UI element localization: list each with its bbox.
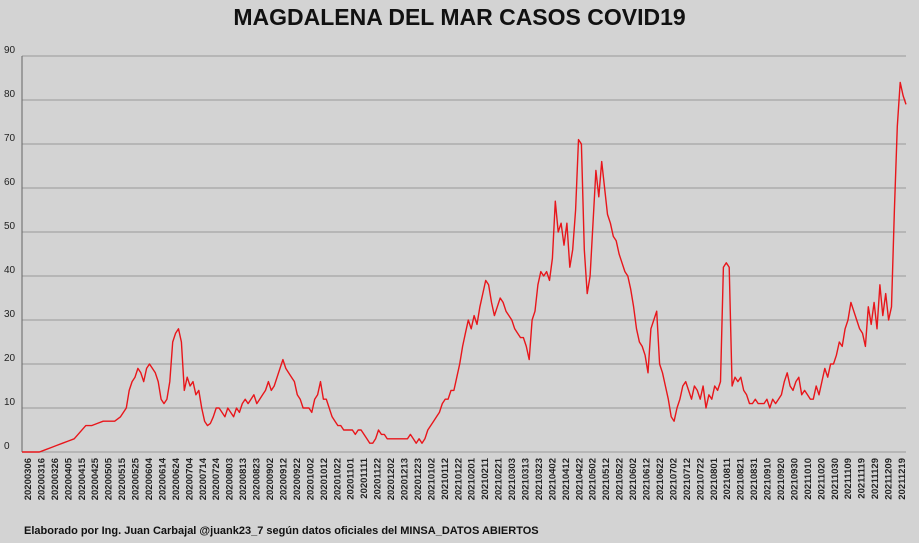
x-tick-label: 20200813 [238, 458, 249, 500]
x-tick-label: 20200425 [90, 457, 101, 500]
y-tick-label: 40 [4, 265, 16, 276]
x-tick-label: 20200902 [265, 458, 276, 500]
x-tick-label: 20200326 [50, 458, 61, 500]
x-tick-label: 20210831 [749, 457, 760, 500]
x-tick-label: 20200306 [23, 458, 34, 500]
y-tick-label: 0 [4, 441, 10, 452]
x-tick-label: 20200624 [171, 457, 182, 500]
x-tick-label: 20210221 [494, 457, 505, 500]
x-tick-label: 20200614 [157, 457, 168, 500]
chart-title: MAGDALENA DEL MAR CASOS COVID19 [233, 4, 686, 30]
x-tick-label: 20200912 [278, 458, 289, 500]
x-tick-label: 20201022 [332, 458, 343, 500]
x-tick-label: 20201202 [386, 458, 397, 500]
x-tick-label: 20200415 [77, 457, 88, 500]
x-tick-label: 20200714 [198, 457, 209, 500]
x-tick-label: 20210422 [574, 458, 585, 500]
grid-lines [22, 55, 906, 453]
x-tick-label: 20201122 [373, 458, 384, 500]
x-tick-label: 20210313 [521, 458, 532, 500]
x-tick-label: 20200316 [36, 458, 47, 500]
x-tick-label: 20200505 [104, 457, 115, 500]
x-tick-label: 20200525 [131, 457, 142, 500]
x-tick-label: 20211020 [816, 458, 827, 500]
x-tick-label: 20211119 [857, 458, 868, 499]
x-tick-label: 20200724 [211, 457, 222, 500]
x-tick-label: 20210102 [426, 458, 437, 500]
x-tick-label: 20200604 [144, 457, 155, 500]
x-tick-label: 20210920 [776, 458, 787, 500]
x-tick-label: 20200515 [117, 457, 128, 500]
x-tick-label: 20211109 [843, 458, 854, 499]
x-tick-label: 20201002 [305, 458, 316, 500]
x-tick-label: 20210821 [736, 457, 747, 500]
x-tick-label: 20200704 [184, 457, 195, 500]
x-tick-label: 20210122 [453, 458, 464, 500]
x-tick-label: 20201111 [359, 457, 370, 498]
y-tick-label: 10 [4, 397, 16, 408]
y-tick-label: 60 [4, 177, 16, 188]
x-tick-label: 20200823 [252, 458, 263, 500]
x-tick-label: 20210811 [722, 457, 733, 499]
x-axis: 20200306 20200316 20200326 20200405 20200415… [23, 457, 908, 500]
x-tick-label: 20210622 [655, 458, 666, 500]
x-tick-label: 20200803 [225, 458, 236, 500]
footer-credit: Elaborado por Ing. Juan Carbajal @juank2… [24, 525, 539, 537]
x-tick-label: 20201012 [319, 458, 330, 500]
y-tick-label: 50 [4, 221, 16, 232]
x-tick-label: 20211129 [870, 458, 881, 499]
x-tick-label: 20200405 [63, 457, 74, 500]
y-axis: 0 10 20 30 40 50 60 70 80 90 [4, 45, 23, 452]
series-line-cases [22, 81, 907, 453]
y-tick-label: 30 [4, 309, 16, 320]
series-lines [22, 81, 907, 453]
x-tick-label: 20210702 [668, 458, 679, 500]
x-tick-label: 20210930 [789, 458, 800, 500]
y-tick-label: 90 [4, 45, 16, 56]
x-tick-label: 20210712 [682, 458, 693, 500]
x-tick-label: 20211219 [897, 458, 908, 500]
x-tick-label: 20201223 [413, 458, 424, 500]
y-tick-label: 20 [4, 353, 16, 364]
x-tick-label: 20210612 [642, 458, 653, 500]
x-tick-label: 20210412 [561, 458, 572, 500]
x-tick-label: 20201213 [399, 458, 410, 500]
x-tick-label: 20210323 [534, 458, 545, 500]
y-tick-label: 80 [4, 89, 16, 100]
x-tick-label: 20210801 [709, 457, 720, 500]
x-tick-label: 20200922 [292, 458, 303, 500]
x-tick-label: 20210502 [588, 458, 599, 500]
x-tick-label: 20211030 [830, 458, 841, 500]
x-tick-label: 20210303 [507, 458, 518, 500]
x-tick-label: 20210512 [601, 458, 612, 500]
x-tick-label: 20210722 [695, 458, 706, 500]
y-tick-label: 70 [4, 133, 16, 144]
x-tick-label: 20210910 [763, 458, 774, 500]
x-tick-label: 20211010 [803, 458, 814, 500]
x-tick-label: 20210211 [480, 457, 491, 499]
x-tick-label: 20210201 [467, 457, 478, 500]
x-tick-label: 20210602 [628, 458, 639, 500]
x-tick-label: 20201101 [346, 457, 357, 499]
x-tick-label: 20210522 [615, 458, 626, 500]
x-tick-label: 20211209 [884, 458, 895, 500]
x-tick-label: 20210402 [547, 458, 558, 500]
x-tick-label: 20210112 [440, 458, 451, 500]
